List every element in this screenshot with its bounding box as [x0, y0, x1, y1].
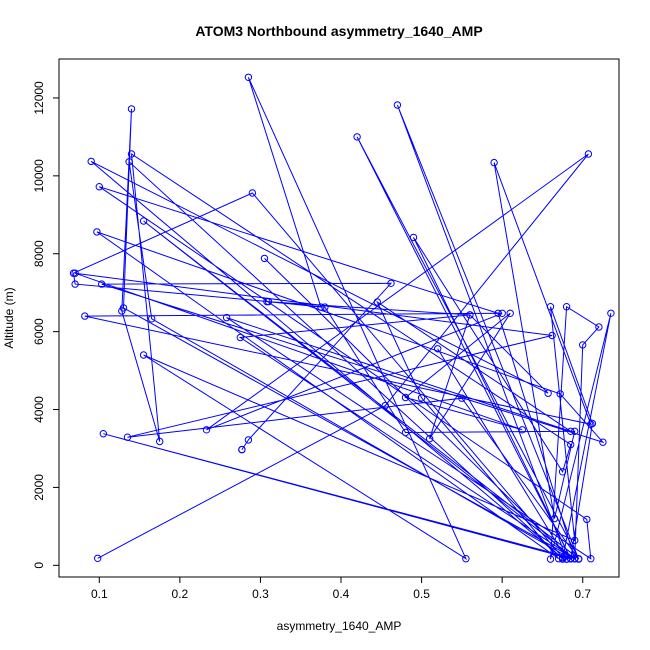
data-point	[202, 426, 211, 434]
data-point	[321, 303, 329, 311]
data-point	[607, 309, 615, 317]
y-tick-label: 12000	[32, 81, 46, 115]
data-point	[81, 312, 89, 320]
data-point	[571, 555, 579, 563]
data-point	[264, 297, 273, 306]
x-axis-label: asymmetry_1640_AMP	[277, 619, 402, 633]
data-point	[562, 303, 571, 311]
data-point	[571, 427, 579, 435]
plot-layer	[69, 73, 615, 563]
data-point	[127, 150, 136, 158]
data-point	[222, 313, 231, 322]
data-point	[123, 433, 132, 441]
data-point	[567, 555, 575, 563]
data-point	[490, 158, 498, 167]
x-axis: 0.1 0.2 0.3 0.4 0.5 0.6 0.7	[91, 577, 591, 601]
data-point	[595, 323, 603, 331]
data-point	[87, 157, 95, 166]
y-tick-label: 4000	[32, 396, 46, 423]
data-point	[558, 468, 567, 476]
y-tick-label: 2000	[32, 474, 46, 501]
data-point	[118, 307, 126, 315]
x-tick-label: 0.1	[91, 587, 108, 601]
data-point	[71, 280, 79, 288]
data-point	[583, 515, 591, 524]
data-point	[434, 345, 442, 353]
data-point	[498, 309, 506, 317]
y-tick-label: 10000	[32, 159, 46, 193]
data-point	[244, 73, 253, 82]
y-tick-label: 6000	[32, 318, 46, 345]
data-point	[417, 394, 426, 402]
data-point	[462, 555, 470, 563]
x-tick-label: 0.5	[413, 587, 430, 601]
data-point	[548, 331, 556, 340]
y-tick-label: 0	[32, 562, 46, 569]
data-point	[69, 269, 78, 277]
data-point	[393, 101, 402, 109]
data-point	[95, 183, 104, 191]
plot-frame	[58, 58, 620, 578]
data-point	[260, 254, 269, 263]
data-point	[546, 555, 555, 563]
data-point	[139, 351, 148, 359]
y-tick-label: 8000	[32, 240, 46, 267]
data-point	[425, 435, 434, 443]
data-point	[579, 341, 587, 349]
data-point	[544, 389, 552, 397]
data-point	[93, 228, 101, 236]
data-point	[567, 440, 575, 449]
data-point	[575, 555, 583, 563]
x-tick-label: 0.7	[574, 587, 591, 601]
data-point	[127, 105, 136, 113]
data-point	[571, 536, 579, 545]
data-point	[99, 430, 108, 438]
data-point	[353, 133, 361, 141]
data-point	[381, 401, 389, 410]
x-tick-label: 0.4	[333, 587, 350, 601]
data-point	[558, 553, 567, 562]
y-axis: 0 2000 4000 6000 8000 10000 12000	[32, 81, 59, 569]
data-point	[387, 279, 395, 287]
data-point	[494, 309, 502, 317]
data-point	[401, 393, 410, 402]
data-point	[94, 554, 102, 562]
data-point	[506, 309, 514, 317]
data-point	[373, 298, 381, 306]
x-tick-label: 0.6	[494, 587, 511, 601]
x-tick-label: 0.2	[172, 587, 189, 601]
data-point	[156, 437, 164, 446]
data-point	[588, 419, 597, 428]
data-point	[125, 158, 133, 166]
data-point	[567, 427, 575, 435]
chart-title: ATOM3 Northbound asymmetry_1640_AMP	[195, 23, 482, 39]
data-point	[587, 555, 595, 563]
data-point	[556, 390, 564, 398]
data-point	[139, 217, 148, 225]
data-point	[248, 189, 257, 197]
data-point	[148, 315, 156, 323]
data-point	[584, 150, 593, 158]
data-point	[98, 280, 106, 288]
data-point	[546, 303, 555, 311]
data-point	[244, 436, 253, 444]
data-point	[409, 233, 418, 242]
data-point	[599, 438, 607, 446]
data-point	[317, 303, 325, 311]
data-point	[236, 333, 245, 342]
x-tick-label: 0.3	[252, 587, 269, 601]
data-point	[458, 394, 466, 402]
data-point	[554, 555, 563, 563]
data-point	[550, 514, 559, 523]
data-point	[238, 445, 246, 454]
data-point	[401, 428, 410, 437]
y-axis-label: Altitude (m)	[2, 287, 16, 348]
data-point	[518, 426, 526, 434]
series-line	[72, 77, 612, 561]
data-point	[466, 311, 474, 319]
data-point	[562, 555, 571, 563]
